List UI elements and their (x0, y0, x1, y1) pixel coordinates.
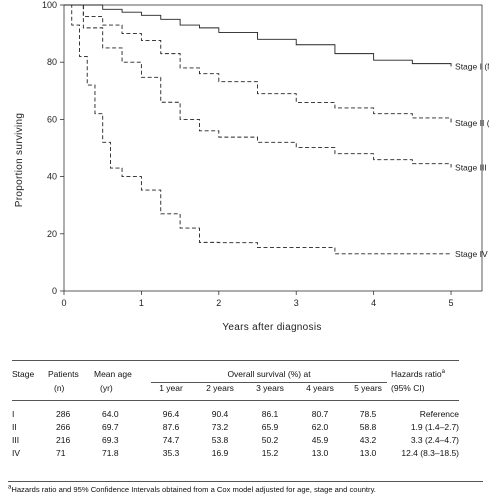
cell-survival-3yr: 50.2 (261, 435, 279, 445)
table-row: I 286 64.0 96.4 90.4 86.1 80.7 78.5 Reference (12, 409, 459, 422)
cell-survival-3yr: 86.1 (261, 409, 279, 419)
header-survival-group: Overall survival (%) at (147, 361, 391, 383)
cell-hazards-ratio: 3.3 (2.4–4.7) (410, 435, 460, 445)
cell-hazards-ratio: 12.4 (8.3–18.5) (401, 448, 460, 458)
x-tick-label: 5 (449, 298, 454, 308)
series-layer: Stage I (N = 286) Stage II (N = 266) Stage… (64, 4, 489, 259)
y-tick-label: 20 (47, 229, 57, 239)
cell-hazards-ratio: 1.9 (1.4–2.7) (410, 422, 460, 432)
header-year-1: 1 year (159, 383, 183, 393)
header-mean-age-unit: (yr) (100, 383, 113, 393)
plot-frame (63, 4, 483, 292)
x-tick-label: 4 (371, 298, 376, 308)
cell-survival-1yr: 35.3 (162, 448, 180, 458)
cell-survival-2yr: 53.8 (211, 435, 229, 445)
table-row: III 216 69.3 74.7 53.8 50.2 45.9 43.2 3.3 (2.4–4… (12, 435, 459, 448)
header-year-3: 3 years (256, 383, 284, 393)
y-tick-label: 40 (47, 172, 57, 182)
cell-survival-4yr: 62.0 (311, 422, 329, 432)
cell-survival-4yr: 45.9 (311, 435, 329, 445)
cell-stage: III (12, 435, 20, 445)
header-stage: Stage (12, 369, 35, 379)
header-patients: Patients (48, 369, 79, 379)
cell-mean-age: 71.8 (102, 448, 119, 458)
x-tick-label: 2 (216, 298, 221, 308)
series-label-3: Stage III (N = 216) (455, 162, 489, 172)
y-tick-label: 60 (47, 114, 57, 124)
series-label-2: Stage II (N = 266) (455, 118, 489, 128)
y-axis-title: Proportion surviving (14, 113, 25, 207)
x-axis-title: Years after diagnosis (222, 322, 321, 333)
y-tick-label: 0 (52, 286, 57, 296)
cell-stage: I (12, 409, 15, 419)
cell-patients: 216 (56, 435, 71, 445)
cell-survival-3yr: 65.9 (261, 422, 279, 432)
cell-survival-5yr: 13.0 (359, 448, 377, 458)
x-tick-label: 0 (61, 298, 66, 308)
chart-axes: 0 20 40 60 80 100 0 1 2 3 4 5 (42, 0, 483, 308)
cell-patients: 71 (56, 448, 66, 458)
cell-survival-5yr: 58.8 (359, 422, 377, 432)
series-line-3 (64, 4, 452, 168)
cell-survival-1yr: 96.4 (162, 409, 180, 419)
cell-stage: II (12, 422, 17, 432)
cell-survival-4yr: 80.7 (311, 409, 329, 419)
table-row: II 266 69.7 87.6 73.2 65.9 62.0 58.8 1.9 (1.4–2.… (12, 422, 459, 435)
cell-survival-4yr: 13.0 (311, 448, 329, 458)
cell-survival-1yr: 87.6 (162, 422, 180, 432)
y-tick-label: 80 (47, 57, 57, 67)
header-year-5: 5 years (354, 383, 382, 393)
series-line-1 (64, 4, 452, 67)
series-line-2 (64, 4, 452, 123)
cell-survival-2yr: 90.4 (211, 409, 229, 419)
cell-survival-1yr: 74.7 (162, 435, 180, 445)
x-tick-label: 3 (294, 298, 299, 308)
series-label-4: Stage IV (N = 71) (455, 249, 489, 259)
cell-mean-age: 69.7 (102, 422, 119, 432)
footnote-mark: a (8, 484, 12, 491)
cell-survival-5yr: 43.2 (359, 435, 377, 445)
cell-stage: IV (12, 448, 21, 458)
cell-survival-5yr: 78.5 (359, 409, 377, 419)
header-year-2: 2 years (206, 383, 234, 393)
header-hazards: Hazards ratioa (391, 369, 445, 379)
x-tick-label: 1 (139, 298, 144, 308)
header-year-4: 4 years (306, 383, 334, 393)
cell-mean-age: 69.3 (102, 435, 119, 445)
series-label-1: Stage I (N = 286) (455, 61, 489, 71)
series-line-4 (64, 4, 452, 255)
cell-survival-3yr: 15.2 (261, 448, 279, 458)
header-mean-age: Mean age (94, 369, 132, 379)
footnote-text: Hazards ratio and 95% Confidence Interva… (11, 485, 376, 494)
y-tick-label: 100 (42, 0, 57, 10)
header-patients-unit: (n) (54, 383, 65, 393)
hazards-footnote-mark: a (441, 369, 445, 376)
cell-hazards-ratio: Reference (419, 409, 460, 419)
cell-patients: 286 (56, 409, 71, 419)
cell-mean-age: 64.0 (102, 409, 119, 419)
header-hazards-unit: (95% CI) (391, 383, 425, 393)
cell-patients: 266 (56, 422, 71, 432)
table-footnote: aHazards ratio and 95% Confidence Interv… (8, 481, 483, 495)
cell-survival-2yr: 73.2 (211, 422, 229, 432)
cell-survival-2yr: 16.9 (211, 448, 229, 458)
results-table: Stage Patients Mean age Overall survival… (12, 360, 460, 464)
table-row: IV 71 71.8 35.3 16.9 15.2 13.0 13.0 12.4 (8.3–18… (12, 448, 459, 461)
